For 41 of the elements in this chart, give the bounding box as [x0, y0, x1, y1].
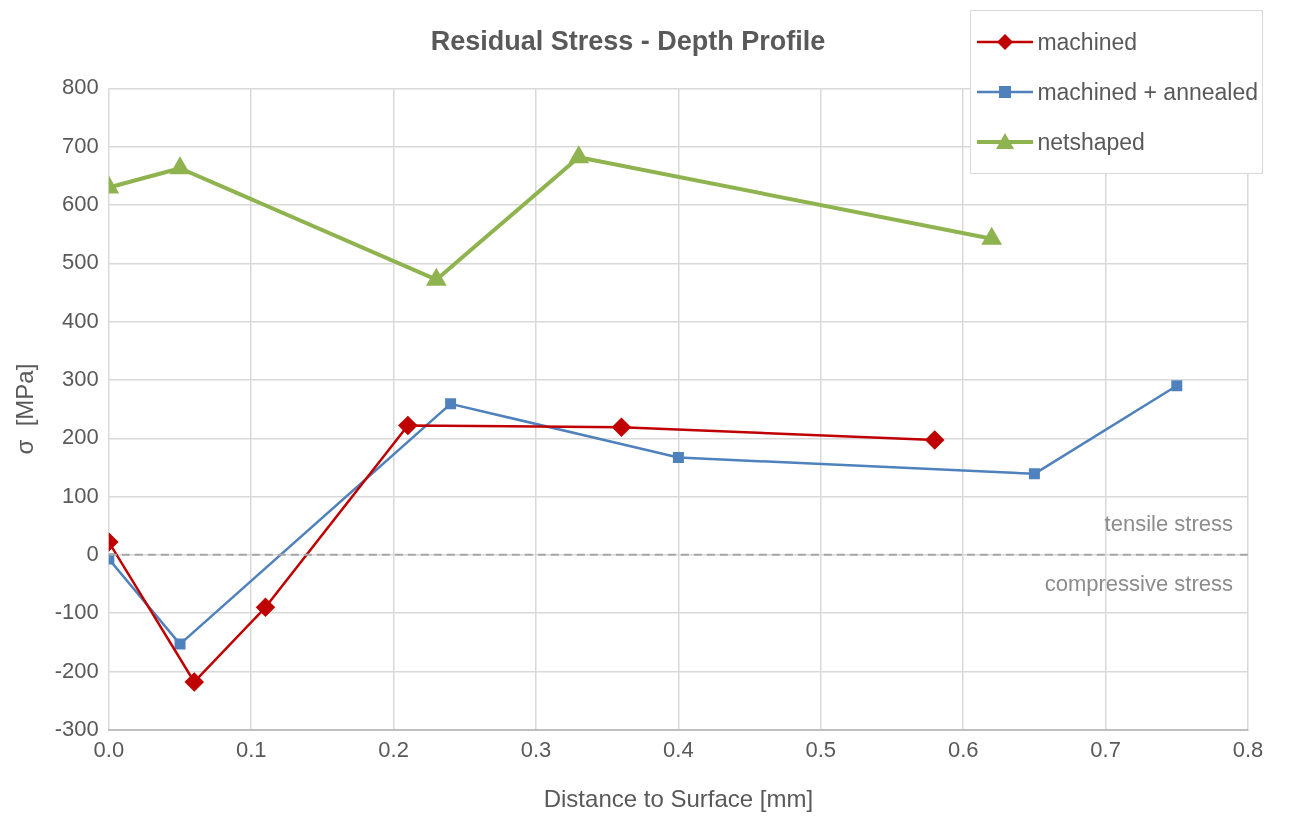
- y-tick-label: 100: [62, 482, 99, 508]
- y-tick-label: 300: [62, 366, 99, 392]
- x-tick-label: 0.4: [663, 737, 694, 763]
- point: [185, 672, 204, 692]
- x-tick-label: 0.2: [378, 737, 409, 763]
- point: [981, 226, 1002, 245]
- legend-label: machined + annealed: [1037, 78, 1258, 106]
- x-tick-label: 0.3: [520, 737, 552, 763]
- point: [1171, 380, 1183, 392]
- y-tick-label: -200: [54, 657, 99, 683]
- y-tick-label: 700: [62, 132, 99, 158]
- annotation: tensile stress: [1104, 510, 1233, 536]
- chart-title: Residual Stress - Depth Profile: [430, 25, 826, 56]
- y-tick-label: -100: [54, 599, 99, 625]
- x-tick-label: 0.6: [947, 737, 979, 763]
- annotation: compressive stress: [1044, 570, 1233, 596]
- point: [445, 398, 457, 410]
- point: [256, 598, 275, 617]
- point: [426, 267, 447, 286]
- legend-label: machined: [1037, 28, 1138, 56]
- y-tick-label: 600: [62, 191, 99, 217]
- x-axis-title: Distance to Surface [mm]: [543, 785, 814, 813]
- x-tick-label: 0.7: [1090, 737, 1121, 763]
- point: [925, 430, 944, 450]
- point: [174, 638, 186, 650]
- point: [672, 452, 684, 463]
- x-tick-label: 0.1: [235, 737, 267, 763]
- y-tick-label: 800: [62, 74, 99, 100]
- y-axis-title: σ [MPa]: [11, 363, 39, 455]
- y-tick-label: 0: [86, 540, 99, 566]
- point: [569, 147, 588, 164]
- legend-label: netshaped: [1037, 128, 1145, 156]
- x-tick-label: 0.8: [1232, 737, 1264, 763]
- y-tick-label: 400: [62, 307, 99, 333]
- point: [171, 158, 189, 175]
- x-tick-label: 0.5: [805, 737, 837, 763]
- y-tick-label: 200: [62, 424, 99, 450]
- point: [1028, 468, 1040, 480]
- point: [398, 416, 418, 435]
- y-tick-label: 500: [62, 249, 99, 275]
- point: [612, 417, 631, 437]
